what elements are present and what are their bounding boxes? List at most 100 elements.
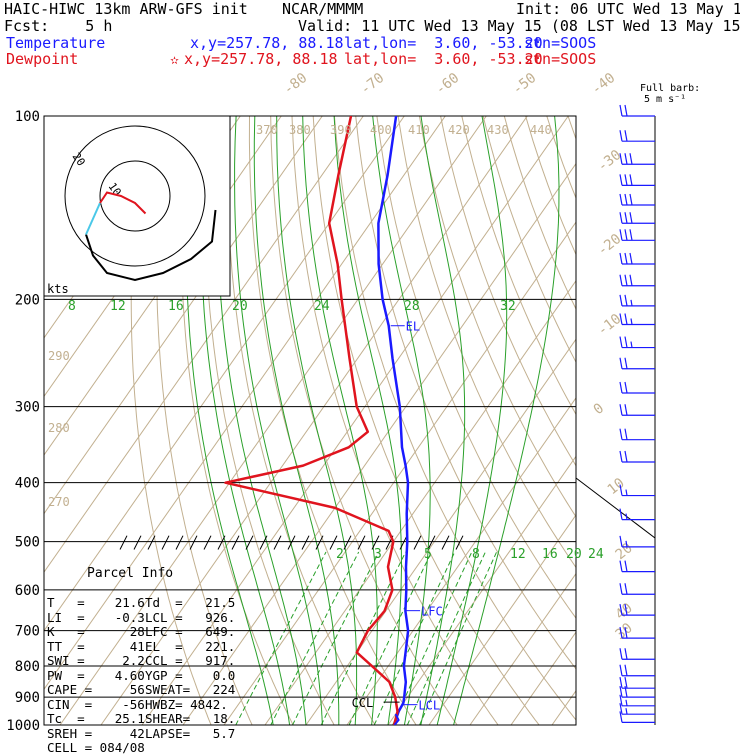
hodograph-low-level bbox=[85, 202, 101, 235]
hatch-mark bbox=[133, 535, 142, 550]
wind-barb bbox=[619, 193, 655, 206]
pressure-label: 800 bbox=[15, 659, 40, 675]
moist-label: 20 bbox=[232, 299, 248, 314]
wind-barb bbox=[619, 648, 655, 660]
mixing-ratio-label: 24 bbox=[588, 547, 604, 562]
parcel-info-row: CIN = -56HWBZ= 4842. bbox=[47, 696, 235, 713]
forecast-hour: Fcst: 5 h bbox=[4, 17, 113, 35]
moist-adiabat bbox=[276, 116, 358, 725]
dewpoint-latlon: lat,lon= 3.60, -53.20 bbox=[344, 50, 543, 68]
surface-hook bbox=[393, 713, 400, 725]
hodograph-surface bbox=[99, 191, 147, 215]
isotherm-label: 30 bbox=[613, 620, 636, 643]
wind-barb bbox=[619, 294, 655, 307]
isotherm bbox=[223, 221, 576, 725]
wind-barb bbox=[619, 711, 655, 723]
wind-barb bbox=[619, 130, 655, 142]
wind-barb bbox=[619, 677, 655, 689]
hatch-mark bbox=[455, 535, 464, 550]
wind-barb bbox=[619, 484, 655, 497]
parcel-info-left: SREH = 42 bbox=[47, 725, 145, 741]
parcel-info-row: TT = 41EL = 221. bbox=[47, 639, 235, 655]
wind-barb bbox=[619, 686, 655, 698]
isotherm-label: -30 bbox=[595, 147, 625, 175]
mixing-ratio-line bbox=[373, 551, 456, 725]
temperature-profile bbox=[377, 116, 410, 725]
dry-adiabat bbox=[589, 116, 740, 725]
dry-adiabat bbox=[333, 116, 576, 721]
parcel-info-right: LFC = 649. bbox=[145, 624, 236, 639]
dry-adiabat bbox=[226, 116, 376, 725]
temperature-xy: x,y=257.78, 88.18 bbox=[190, 34, 344, 52]
wind-barb bbox=[619, 381, 655, 394]
isotherm bbox=[387, 455, 576, 725]
wind-barb bbox=[619, 212, 655, 224]
isotherm bbox=[264, 279, 576, 725]
moist-adiabat bbox=[234, 116, 323, 725]
hatch-mark bbox=[217, 535, 226, 550]
lcl-label: LCL bbox=[418, 699, 440, 713]
isotherm bbox=[141, 116, 569, 725]
hatch-mark bbox=[329, 535, 338, 550]
parcel-info-left: CELL = 084/08 bbox=[47, 740, 145, 755]
pressure-label: 500 bbox=[15, 535, 40, 551]
isotherm-label: 20 bbox=[613, 540, 636, 563]
parcel-info-left: T = 21.6 bbox=[47, 595, 145, 610]
moist-adiabat bbox=[216, 116, 307, 725]
hatch-mark bbox=[175, 535, 184, 550]
isotherm bbox=[305, 338, 576, 725]
parcel-info-left: CIN = -56 bbox=[47, 696, 145, 712]
isotherm-label: -40 bbox=[589, 70, 619, 98]
hatch-mark bbox=[147, 535, 156, 550]
isotherm-label: 10 bbox=[605, 475, 628, 498]
moist-label: 24 bbox=[314, 299, 330, 314]
parcel-info-right: HWBZ= 4842. bbox=[145, 696, 228, 712]
dewpoint-profile bbox=[224, 116, 399, 725]
pressure-label: 1000 bbox=[6, 718, 40, 734]
barb-legend-line2: 5 m s⁻¹ bbox=[644, 94, 687, 105]
parcel-info-row: LI = -0.3LCL = 926. bbox=[47, 610, 235, 626]
hatch-mark bbox=[399, 535, 408, 550]
moist-adiabat bbox=[185, 116, 274, 725]
parcel-info-row: CAPE = 56SWEAT= 224 bbox=[47, 682, 236, 698]
isotherm bbox=[59, 116, 487, 725]
hatch-mark bbox=[161, 535, 170, 550]
parcel-info-left: Tc = 25.1 bbox=[47, 711, 145, 726]
parcel-info-left: SWI = 2.2 bbox=[47, 653, 145, 668]
theta-label: 270 bbox=[48, 495, 70, 509]
dry-adiabat bbox=[482, 116, 576, 364]
moist-adiabat bbox=[302, 116, 378, 725]
wind-barb bbox=[619, 252, 655, 265]
hodograph-units: kts bbox=[47, 282, 69, 296]
isotherm-label: -80 bbox=[281, 70, 311, 98]
isotherm bbox=[44, 116, 323, 515]
parcel-info-row: Tc = 25.1SHEAR= 18. bbox=[47, 711, 235, 727]
parcel-info-right: YGP = 0.0 bbox=[145, 667, 236, 683]
dry-adiabat bbox=[418, 116, 576, 518]
chart-title: HAIC-HIWC 13km ARW-GFS init bbox=[4, 0, 248, 18]
isotherm bbox=[346, 396, 576, 725]
pressure-label: 300 bbox=[15, 400, 40, 416]
star-icon: ✫ bbox=[170, 50, 180, 68]
model-label: NCAR/MMMM bbox=[282, 0, 364, 18]
wind-barb bbox=[619, 450, 655, 463]
isotherm-label: -60 bbox=[433, 70, 463, 98]
parcel-info-row: PW = 4.60YGP = 0.0 bbox=[47, 667, 236, 684]
hodograph-ring bbox=[99, 160, 171, 232]
mixing-ratio-label: 8 bbox=[472, 547, 480, 562]
temperature-legend-label: Temperature bbox=[6, 34, 106, 52]
hatch-mark bbox=[357, 535, 366, 550]
hatch-mark bbox=[231, 535, 240, 550]
parcel-info-right: SWEAT= 224 bbox=[145, 682, 236, 697]
barb-legend-line1: Full barb: bbox=[640, 83, 701, 94]
isotherm bbox=[428, 514, 576, 725]
parcel-info-right: LAPSE= 5.7 bbox=[145, 725, 236, 741]
hatch-mark bbox=[371, 535, 380, 550]
parcel-info-left: K = 28 bbox=[47, 624, 145, 639]
hatch-mark bbox=[245, 535, 254, 550]
dewpoint-legend-label: Dewpoint bbox=[6, 50, 79, 68]
theta-label: 430 bbox=[487, 123, 509, 137]
wind-barb bbox=[619, 313, 655, 326]
dry-adiabat bbox=[130, 116, 212, 725]
isotherm bbox=[551, 689, 576, 725]
